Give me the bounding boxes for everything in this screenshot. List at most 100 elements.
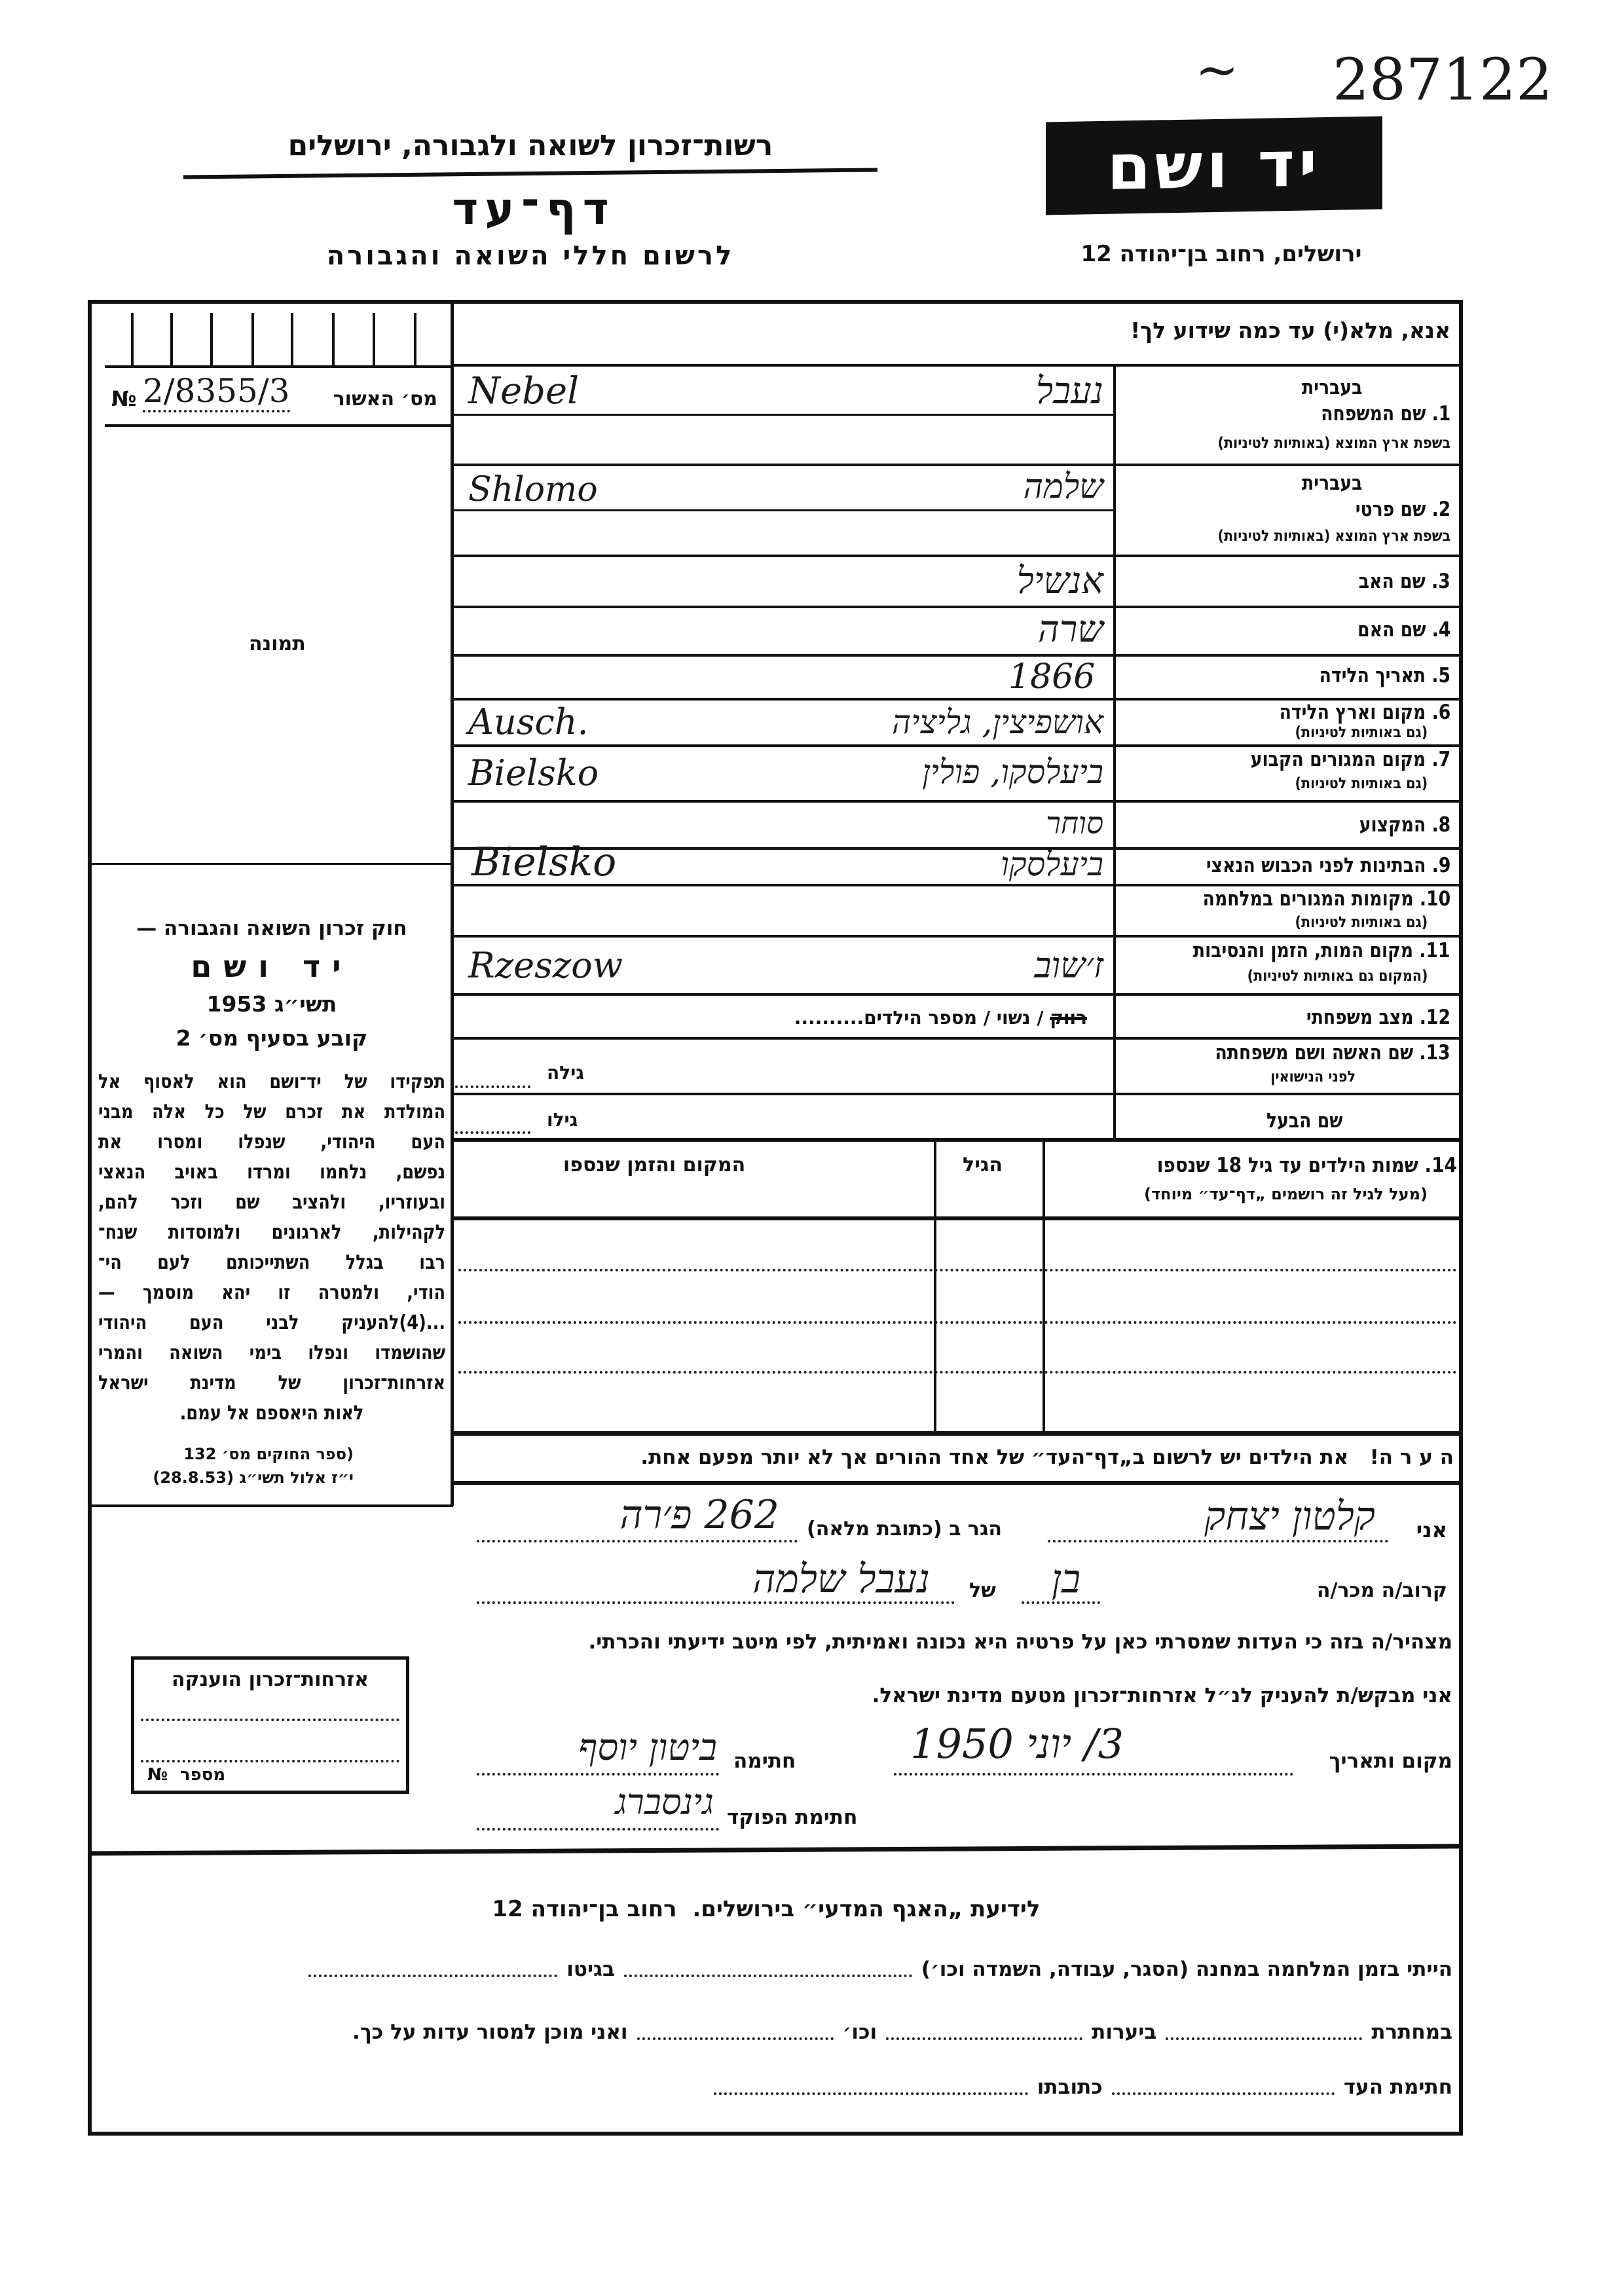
law-line: רבו בגלל השתייכותם לעם הי־ xyxy=(98,1251,446,1274)
of-name-field[interactable] xyxy=(477,1601,955,1604)
children-header: 14. שמות הילדים עד גיל 18 שנספו xyxy=(1156,1154,1457,1177)
prewar-hebrew-value[interactable]: ביעלסקו xyxy=(1001,845,1103,883)
law-line: העם היהודי, שנפלו ומסרו את xyxy=(98,1131,446,1154)
label-profession: 8. המקצוע xyxy=(1359,813,1450,837)
birth-date-value[interactable]: 1866 xyxy=(1008,657,1096,697)
label-birth-place: 6. מקום וארץ הלידה xyxy=(1279,701,1450,724)
law-line: המולדת את זכרם של כל אלה מבני xyxy=(98,1101,446,1123)
marital-single-struck[interactable]: רווק xyxy=(1050,1007,1087,1029)
underground-field[interactable] xyxy=(1166,2036,1363,2040)
row-line xyxy=(92,863,452,865)
place-date-value[interactable]: 3/ יוני 1950 xyxy=(910,1720,1124,1768)
row-line xyxy=(453,414,1113,416)
label-death-place: 11. מקום המות, הזמן והנסיבות xyxy=(1193,939,1450,962)
first-name-hebrew-value[interactable]: שלמה xyxy=(1023,467,1103,507)
child-row[interactable] xyxy=(458,1269,1457,1271)
citizenship-no-sign: № xyxy=(147,1765,168,1785)
underground-label: במחתרת xyxy=(1371,2020,1452,2044)
place-date-field[interactable] xyxy=(894,1773,1293,1776)
label-first-name: 2. שם פרטי xyxy=(1355,498,1450,521)
archive-number: 287122 xyxy=(1333,46,1553,113)
birth-place-hebrew-value[interactable]: אושפיצין, גליציה xyxy=(892,703,1103,741)
ghetto-field[interactable] xyxy=(308,1973,558,1977)
death-place-hebrew-value[interactable]: ז׳שוב xyxy=(1034,945,1103,986)
child-row[interactable] xyxy=(458,1321,1457,1324)
row-line xyxy=(453,744,1463,747)
photo-label: תמונה xyxy=(249,632,306,655)
row-line xyxy=(453,847,1463,850)
marital-options-text: / נשוי / מספר הילדים.......... xyxy=(794,1007,1044,1029)
children-age-header: הגיל xyxy=(963,1154,1003,1176)
label-column-divider xyxy=(1113,365,1116,1138)
surname-latin-value[interactable]: Nebel xyxy=(468,370,580,412)
label-in-hebrew: בעברית xyxy=(1301,471,1362,495)
of-name-value[interactable]: נעבל שלמה xyxy=(752,1556,930,1602)
lives-at-label: הגר ב (כתובת מלאה) xyxy=(807,1518,1003,1540)
profession-value[interactable]: סוחר xyxy=(1046,805,1103,841)
signature-value[interactable]: ביטון יוסף xyxy=(578,1726,717,1769)
his-age-field[interactable] xyxy=(455,1131,530,1134)
label-father: 3. שם האב xyxy=(1358,570,1450,593)
relation-label: קרוב/ה מכר/ה xyxy=(1316,1579,1447,1602)
citizenship-line[interactable] xyxy=(141,1719,399,1721)
tick-box[interactable] xyxy=(251,313,254,365)
row-line xyxy=(453,800,1463,803)
tick-box[interactable] xyxy=(170,313,173,365)
yad-vashem-logo: יד ושם xyxy=(1046,116,1382,215)
father-value[interactable]: אנשיל xyxy=(1016,560,1103,602)
officer-signature-value[interactable]: גינסברג xyxy=(615,1781,714,1823)
witness-sign-field[interactable] xyxy=(1111,2091,1335,2095)
no-sign: № xyxy=(111,386,137,411)
law-line: אזרחות־זכרון של מדינת ישראל xyxy=(98,1372,446,1394)
forests-field[interactable] xyxy=(886,2036,1083,2040)
citizenship-line[interactable] xyxy=(141,1760,399,1762)
relation-field[interactable] xyxy=(1022,1601,1100,1604)
label-surname: 1. שם המשפחה xyxy=(1320,402,1450,426)
ghetto-label: בגיטו xyxy=(566,1958,615,1981)
camp-field[interactable] xyxy=(623,1973,912,1977)
footer-line-camp: הייתי בזמן המלחמה במחנה (הסגר, עבודה, הש… xyxy=(308,1958,1452,1981)
death-place-latin-value[interactable]: Rzeszow xyxy=(468,945,623,986)
address-value[interactable]: 262 פ׳רה xyxy=(619,1492,779,1538)
label-death-note: (המקום גם באותיות לטיניות) xyxy=(1247,968,1428,985)
first-name-latin-value[interactable]: Shlomo xyxy=(468,470,598,509)
children-name-divider xyxy=(1043,1139,1045,1431)
form-subtitle: לרשום חללי השואה והגבורה xyxy=(326,241,735,271)
witness-name-field[interactable] xyxy=(1048,1540,1388,1542)
birth-place-latin-value[interactable]: Ausch. xyxy=(468,701,589,742)
officer-signature-field[interactable] xyxy=(477,1828,719,1831)
mother-value[interactable]: שרה xyxy=(1038,608,1103,651)
witness-address-field[interactable] xyxy=(713,2091,1028,2095)
witness-sign-label: חתימת העד xyxy=(1343,2075,1452,2099)
tick-box[interactable] xyxy=(210,313,213,365)
instruction: אנא, מלא(י) עד כמה שידוע לך! xyxy=(1130,318,1450,343)
left-column-bottom xyxy=(92,1504,453,1507)
address-field[interactable] xyxy=(477,1540,798,1542)
residence-latin-value[interactable]: Bielsko xyxy=(468,752,599,793)
tick-box[interactable] xyxy=(332,313,335,365)
child-row[interactable] xyxy=(458,1371,1457,1374)
her-age-field[interactable] xyxy=(455,1085,530,1088)
witness-name-value[interactable]: קלטון יצחק xyxy=(1204,1493,1375,1539)
row-line xyxy=(453,1481,1463,1485)
label-latin-note: בשפת ארץ המוצא (באותיות לטיניות) xyxy=(1217,435,1450,452)
tick-box[interactable] xyxy=(291,313,293,365)
age-divider xyxy=(1113,1037,1116,1138)
prewar-latin-value[interactable]: Bielsko xyxy=(471,839,617,885)
children-place-header: המקום והזמן שנספו xyxy=(563,1154,746,1176)
relation-value[interactable]: בן xyxy=(1051,1556,1080,1602)
row-line xyxy=(453,1138,1463,1142)
tick-box[interactable] xyxy=(373,313,375,365)
tick-box[interactable] xyxy=(414,313,416,365)
signature-field[interactable] xyxy=(477,1773,719,1776)
residence-hebrew-value[interactable]: ביעלסקו, פולין xyxy=(922,753,1103,791)
surname-hebrew-value[interactable]: נעבל xyxy=(1035,370,1103,412)
label-his-age: גילו xyxy=(547,1109,578,1131)
law-reference-date: י״ז אלול תשי״ג (28.8.53) xyxy=(153,1468,354,1487)
label-in-hebrew: בעברית xyxy=(1301,376,1362,399)
law-name: יד ושם xyxy=(191,949,353,984)
label-wartime-residence: 10. מקומות המגורים במלחמה xyxy=(1202,887,1450,911)
tick-box[interactable] xyxy=(131,313,134,365)
etc-field[interactable] xyxy=(637,2036,834,2040)
label-latin-note: בשפת ארץ המוצא (באותיות לטיניות) xyxy=(1217,528,1450,545)
